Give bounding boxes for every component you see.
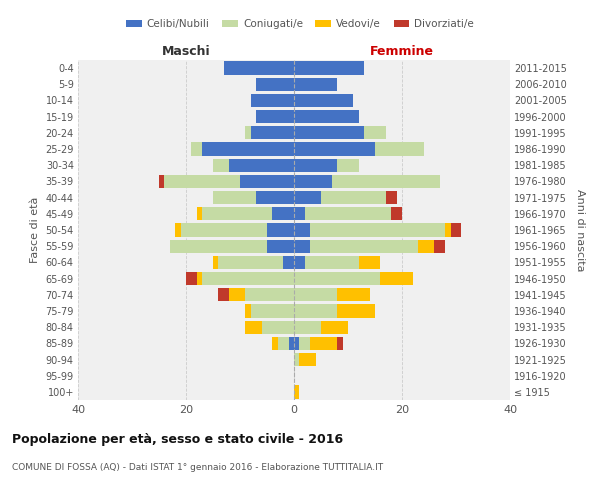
Bar	[418, 240, 434, 253]
Bar	[451, 224, 461, 236]
Bar	[337, 158, 359, 172]
Bar	[186, 272, 197, 285]
Bar	[251, 94, 294, 107]
Bar	[321, 191, 386, 204]
Y-axis label: Anni di nascita: Anni di nascita	[575, 188, 586, 271]
Bar	[445, 224, 451, 236]
Bar	[294, 191, 321, 204]
Bar	[359, 256, 380, 269]
Bar	[289, 336, 294, 350]
Bar	[294, 110, 359, 124]
Bar	[332, 175, 440, 188]
Text: Femmine: Femmine	[370, 44, 434, 58]
Bar	[305, 256, 359, 269]
Bar	[245, 304, 251, 318]
Bar	[294, 175, 332, 188]
Legend: Celibi/Nubili, Coniugati/e, Vedovi/e, Divorziati/e: Celibi/Nubili, Coniugati/e, Vedovi/e, Di…	[122, 15, 478, 34]
Bar	[267, 240, 294, 253]
Bar	[310, 336, 337, 350]
Bar	[175, 224, 181, 236]
Bar	[224, 62, 294, 74]
Bar	[262, 320, 294, 334]
Bar	[181, 224, 267, 236]
Bar	[164, 175, 240, 188]
Bar	[391, 207, 402, 220]
Bar	[337, 288, 370, 302]
Bar	[310, 240, 418, 253]
Bar	[159, 175, 164, 188]
Bar	[294, 336, 299, 350]
Bar	[364, 126, 386, 140]
Bar	[202, 207, 272, 220]
Bar	[197, 272, 202, 285]
Bar	[434, 240, 445, 253]
Bar	[294, 207, 305, 220]
Bar	[272, 207, 294, 220]
Bar	[197, 207, 202, 220]
Bar	[229, 158, 294, 172]
Bar	[294, 320, 321, 334]
Bar	[245, 126, 251, 140]
Text: Maschi: Maschi	[161, 44, 211, 58]
Bar	[272, 336, 278, 350]
Bar	[294, 240, 310, 253]
Y-axis label: Fasce di età: Fasce di età	[30, 197, 40, 263]
Bar	[375, 142, 424, 156]
Bar	[294, 142, 375, 156]
Bar	[202, 142, 294, 156]
Text: Popolazione per età, sesso e stato civile - 2016: Popolazione per età, sesso e stato civil…	[12, 432, 343, 446]
Bar	[213, 256, 218, 269]
Bar	[213, 191, 256, 204]
Bar	[283, 256, 294, 269]
Bar	[202, 272, 294, 285]
Text: COMUNE DI FOSSA (AQ) - Dati ISTAT 1° gennaio 2016 - Elaborazione TUTTITALIA.IT: COMUNE DI FOSSA (AQ) - Dati ISTAT 1° gen…	[12, 462, 383, 471]
Bar	[256, 78, 294, 91]
Bar	[240, 175, 294, 188]
Bar	[229, 288, 245, 302]
Bar	[256, 110, 294, 124]
Bar	[294, 78, 337, 91]
Bar	[294, 304, 337, 318]
Bar	[299, 353, 316, 366]
Bar	[218, 288, 229, 302]
Bar	[251, 126, 294, 140]
Bar	[191, 142, 202, 156]
Bar	[278, 336, 289, 350]
Bar	[294, 158, 337, 172]
Bar	[170, 240, 267, 253]
Bar	[294, 272, 380, 285]
Bar	[294, 386, 299, 398]
Bar	[321, 320, 348, 334]
Bar	[386, 191, 397, 204]
Bar	[294, 62, 364, 74]
Bar	[251, 304, 294, 318]
Bar	[380, 272, 413, 285]
Bar	[267, 224, 294, 236]
Bar	[256, 191, 294, 204]
Bar	[294, 353, 299, 366]
Bar	[294, 256, 305, 269]
Bar	[337, 304, 375, 318]
Bar	[337, 336, 343, 350]
Bar	[245, 288, 294, 302]
Bar	[213, 158, 229, 172]
Bar	[294, 288, 337, 302]
Bar	[299, 336, 310, 350]
Bar	[305, 207, 391, 220]
Bar	[294, 126, 364, 140]
Bar	[294, 94, 353, 107]
Bar	[245, 320, 262, 334]
Bar	[310, 224, 445, 236]
Bar	[294, 224, 310, 236]
Bar	[218, 256, 283, 269]
